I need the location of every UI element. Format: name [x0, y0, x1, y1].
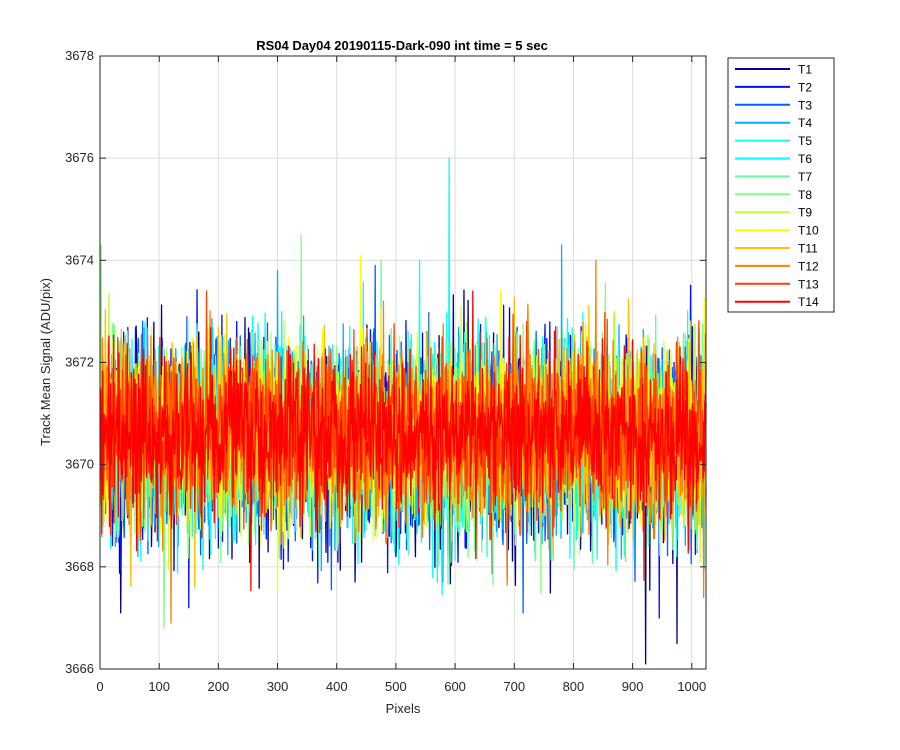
legend-entry-t6[interactable]: T6 [735, 152, 812, 166]
legend-entry-t12[interactable]: T12 [735, 259, 819, 273]
legend-entry-t14[interactable]: T14 [735, 295, 819, 309]
y-axis-label: Track Mean Signal (ADU/pix) [38, 278, 53, 446]
x-tick-label: 800 [563, 679, 585, 694]
legend-entry-t9[interactable]: T9 [735, 206, 812, 220]
y-tick-labels: 3666 3668 3670 3672 3674 3676 3678 [65, 48, 94, 676]
legend-box [727, 57, 835, 313]
x-tick-labels: 0 100 200 300 400 500 600 700 800 900 1000 [96, 679, 706, 694]
x-axis-label: Pixels [386, 701, 421, 716]
legend-entry-t13[interactable]: T13 [735, 277, 819, 291]
x-tick-label: 0 [96, 679, 103, 694]
x-tick-label: 300 [267, 679, 289, 694]
x-tick-label: 200 [208, 679, 230, 694]
chart-title: RS04 Day04 20190115-Dark-090 int time = … [256, 38, 548, 53]
legend-entry-t7[interactable]: T7 [735, 170, 812, 184]
legend-label: T13 [798, 277, 819, 291]
y-tick-label: 3672 [65, 355, 94, 370]
legend-entry-t2[interactable]: T2 [735, 80, 812, 94]
x-tick-label: 500 [385, 679, 407, 694]
legend-entry-t3[interactable]: T3 [735, 98, 812, 112]
legend-label: T5 [798, 134, 812, 148]
y-tick-label: 3678 [65, 48, 94, 63]
x-tick-label: 100 [148, 679, 170, 694]
y-tick-label: 3674 [65, 252, 94, 267]
legend-entry-t8[interactable]: T8 [735, 188, 812, 202]
x-tick-label: 900 [622, 679, 644, 694]
legend-label: T11 [798, 242, 818, 256]
legend-entry-t10[interactable]: T10 [735, 224, 819, 238]
legend-entry-t1[interactable]: T1 [735, 63, 812, 77]
x-tick-label: 600 [444, 679, 466, 694]
legend-label: T9 [798, 206, 812, 220]
legend-label: T6 [798, 152, 812, 166]
legend-label: T8 [798, 188, 812, 202]
y-tick-label: 3676 [65, 150, 94, 165]
ticks [99, 55, 706, 670]
legend-label: T12 [798, 259, 819, 273]
x-tick-label: 1000 [677, 679, 706, 694]
legend-entry-t5[interactable]: T5 [735, 134, 812, 148]
legend-entry-t4[interactable]: T4 [735, 116, 812, 130]
x-tick-label: 400 [326, 679, 348, 694]
plot-area [99, 55, 707, 670]
legend-label: T4 [798, 116, 812, 130]
y-tick-label: 3666 [65, 661, 94, 676]
y-tick-label: 3670 [65, 457, 94, 472]
legend-entry-t11[interactable]: T11 [735, 242, 818, 256]
x-tick-label: 700 [503, 679, 525, 694]
legend-label: T14 [798, 295, 819, 309]
series-group [99, 157, 707, 665]
legend-label: T10 [798, 224, 819, 238]
legend-label: T3 [798, 98, 812, 112]
legend-label: T2 [798, 80, 812, 94]
legend-label: T1 [798, 63, 812, 77]
legend-label: T7 [798, 170, 812, 184]
legend[interactable]: T1 T2 T3 T4 T5 T6 T7 T8 T9 T10 T11 T12 T13 T14 [727, 57, 835, 313]
y-tick-label: 3668 [65, 559, 94, 574]
series-line-t14 [99, 290, 707, 592]
